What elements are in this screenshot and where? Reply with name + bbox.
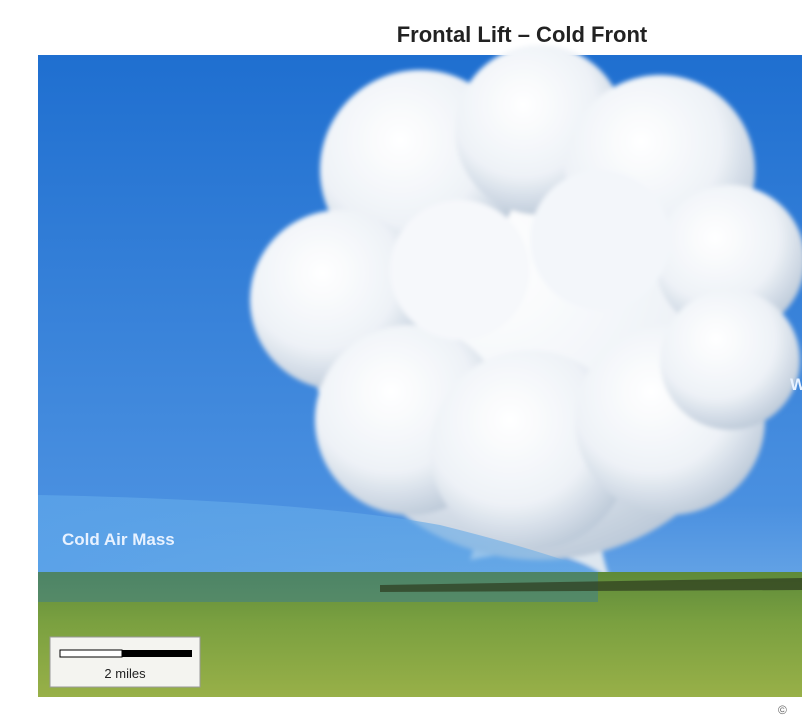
scale-segment bbox=[122, 650, 192, 657]
scale-label: 2 miles bbox=[104, 666, 146, 681]
illustration: Frontal Lift – Cold Front Cold Air Mass … bbox=[0, 0, 802, 719]
scale-bar: 2 miles bbox=[50, 637, 200, 687]
scale-segment bbox=[60, 650, 122, 657]
title: Frontal Lift – Cold Front bbox=[397, 22, 648, 47]
cold-air-label: Cold Air Mass bbox=[62, 530, 175, 549]
page: Frontal Lift – Cold Front Cold Air Mass … bbox=[0, 0, 802, 719]
warm-air-label: W bbox=[790, 375, 802, 394]
copyright: © bbox=[778, 703, 787, 717]
